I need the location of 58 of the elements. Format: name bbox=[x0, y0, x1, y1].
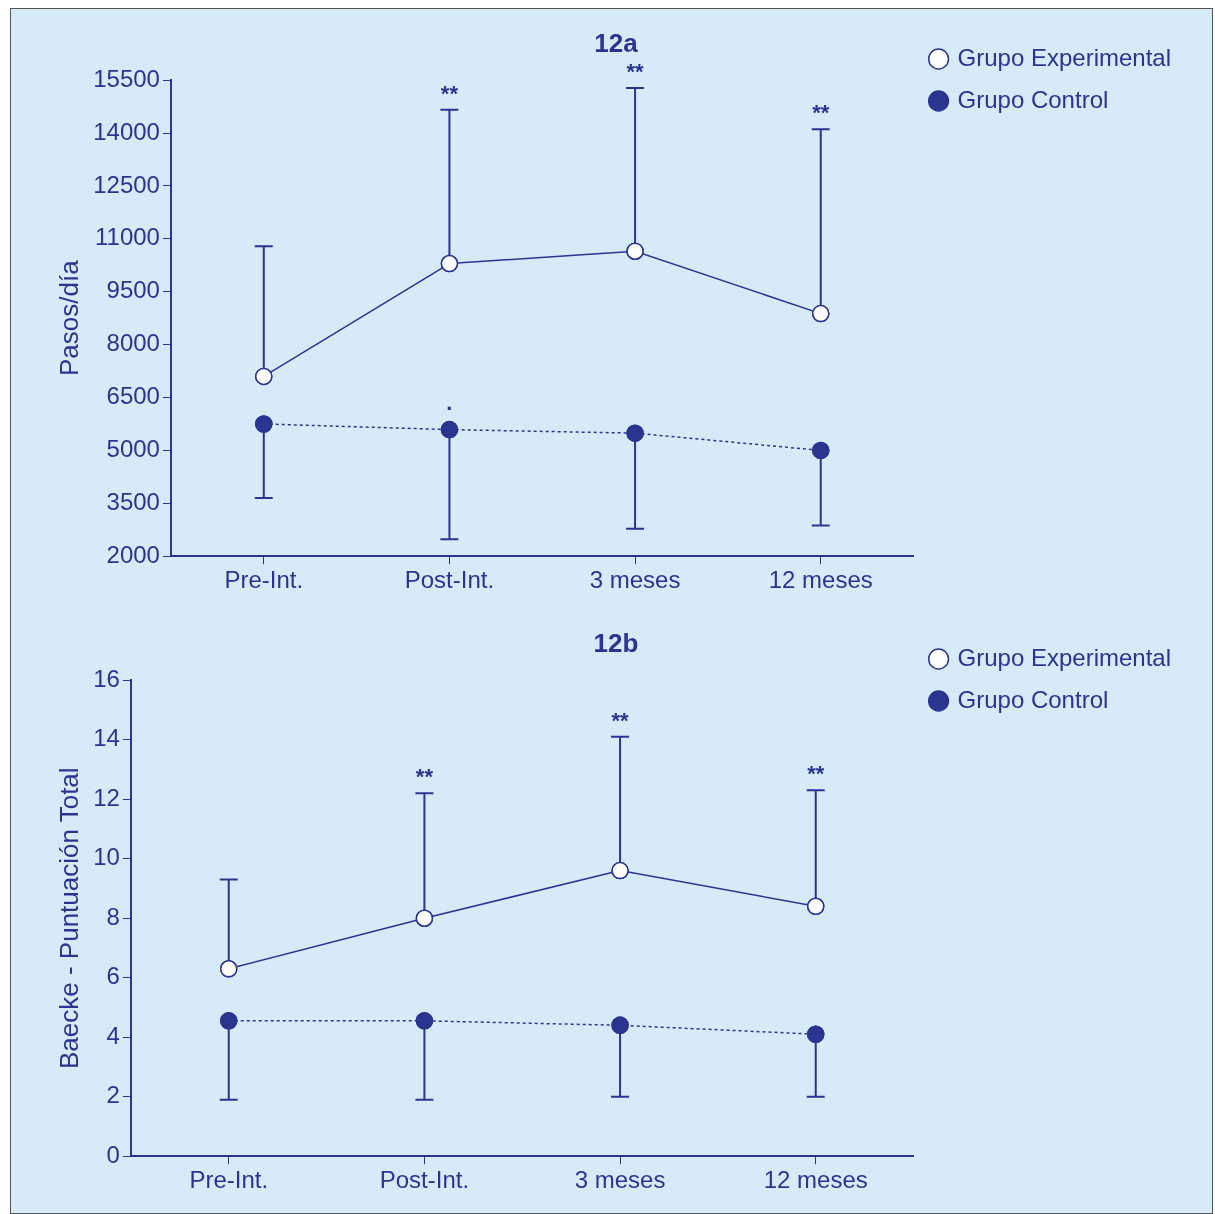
point bbox=[811, 304, 830, 323]
annotation: ** bbox=[415, 764, 434, 790]
annotation: . bbox=[446, 389, 453, 415]
x-tick-label: 3 meses bbox=[589, 566, 681, 594]
point bbox=[806, 1025, 825, 1043]
chart-title: 12a bbox=[594, 27, 639, 58]
x-tick-label: Pre-Int. bbox=[224, 566, 304, 594]
point bbox=[611, 1016, 629, 1035]
point bbox=[806, 897, 825, 916]
y-tick-label: 2000 bbox=[106, 540, 160, 568]
y-tick-label: 14 bbox=[93, 724, 120, 752]
point bbox=[811, 441, 830, 460]
point bbox=[219, 1012, 238, 1030]
y-tick-label: 15500 bbox=[93, 64, 160, 92]
x-tick-label: 12 meses bbox=[763, 1166, 868, 1194]
point bbox=[255, 367, 273, 386]
point bbox=[440, 420, 459, 439]
point bbox=[219, 960, 238, 978]
y-tick-label: 12 bbox=[93, 783, 120, 811]
annotation: ** bbox=[611, 707, 630, 733]
x-tick-label: 3 meses bbox=[574, 1166, 666, 1194]
chart-title: 12b bbox=[593, 627, 639, 658]
y-tick-label: 5000 bbox=[106, 435, 160, 463]
point bbox=[440, 254, 459, 273]
legend-label: Grupo Control bbox=[957, 685, 1109, 713]
y-tick-label: 11000 bbox=[94, 223, 160, 251]
annotation: ** bbox=[807, 761, 825, 787]
y-tick-label: 10 bbox=[93, 843, 120, 871]
y-tick-label: 9500 bbox=[106, 276, 160, 304]
annotation: ** bbox=[812, 100, 830, 126]
legend-label: Grupo Experimental bbox=[957, 643, 1171, 671]
y-tick-label: 12500 bbox=[93, 170, 160, 198]
y-tick-label: 2 bbox=[106, 1081, 120, 1109]
x-tick-label: Post-Int. bbox=[379, 1166, 470, 1194]
point bbox=[626, 424, 644, 442]
legend-label: Grupo Experimental bbox=[957, 43, 1171, 71]
point bbox=[255, 415, 273, 433]
annotation: ** bbox=[440, 80, 459, 106]
annotation: ** bbox=[626, 59, 645, 85]
y-axis-title: Baecke - Puntuación Total bbox=[53, 767, 84, 1069]
x-tick-label: 12 meses bbox=[768, 566, 873, 594]
y-tick-label: 6500 bbox=[106, 382, 160, 410]
legend-label: Grupo Control bbox=[957, 85, 1109, 113]
y-axis-title: Pasos/día bbox=[53, 259, 84, 377]
y-tick-label: 8000 bbox=[106, 329, 160, 357]
point bbox=[626, 242, 644, 260]
point bbox=[415, 909, 434, 927]
point bbox=[415, 1012, 434, 1030]
y-tick-label: 0 bbox=[106, 1140, 120, 1168]
x-tick-label: Pre-Int. bbox=[189, 1166, 269, 1194]
y-tick-label: 16 bbox=[93, 664, 120, 692]
point bbox=[611, 861, 629, 880]
y-tick-label: 6 bbox=[106, 962, 120, 990]
y-tick-label: 3500 bbox=[106, 487, 160, 515]
y-tick-label: 14000 bbox=[93, 117, 160, 145]
y-tick-label: 4 bbox=[106, 1021, 120, 1049]
y-tick-label: 8 bbox=[106, 902, 120, 930]
x-tick-label: Post-Int. bbox=[404, 566, 495, 594]
